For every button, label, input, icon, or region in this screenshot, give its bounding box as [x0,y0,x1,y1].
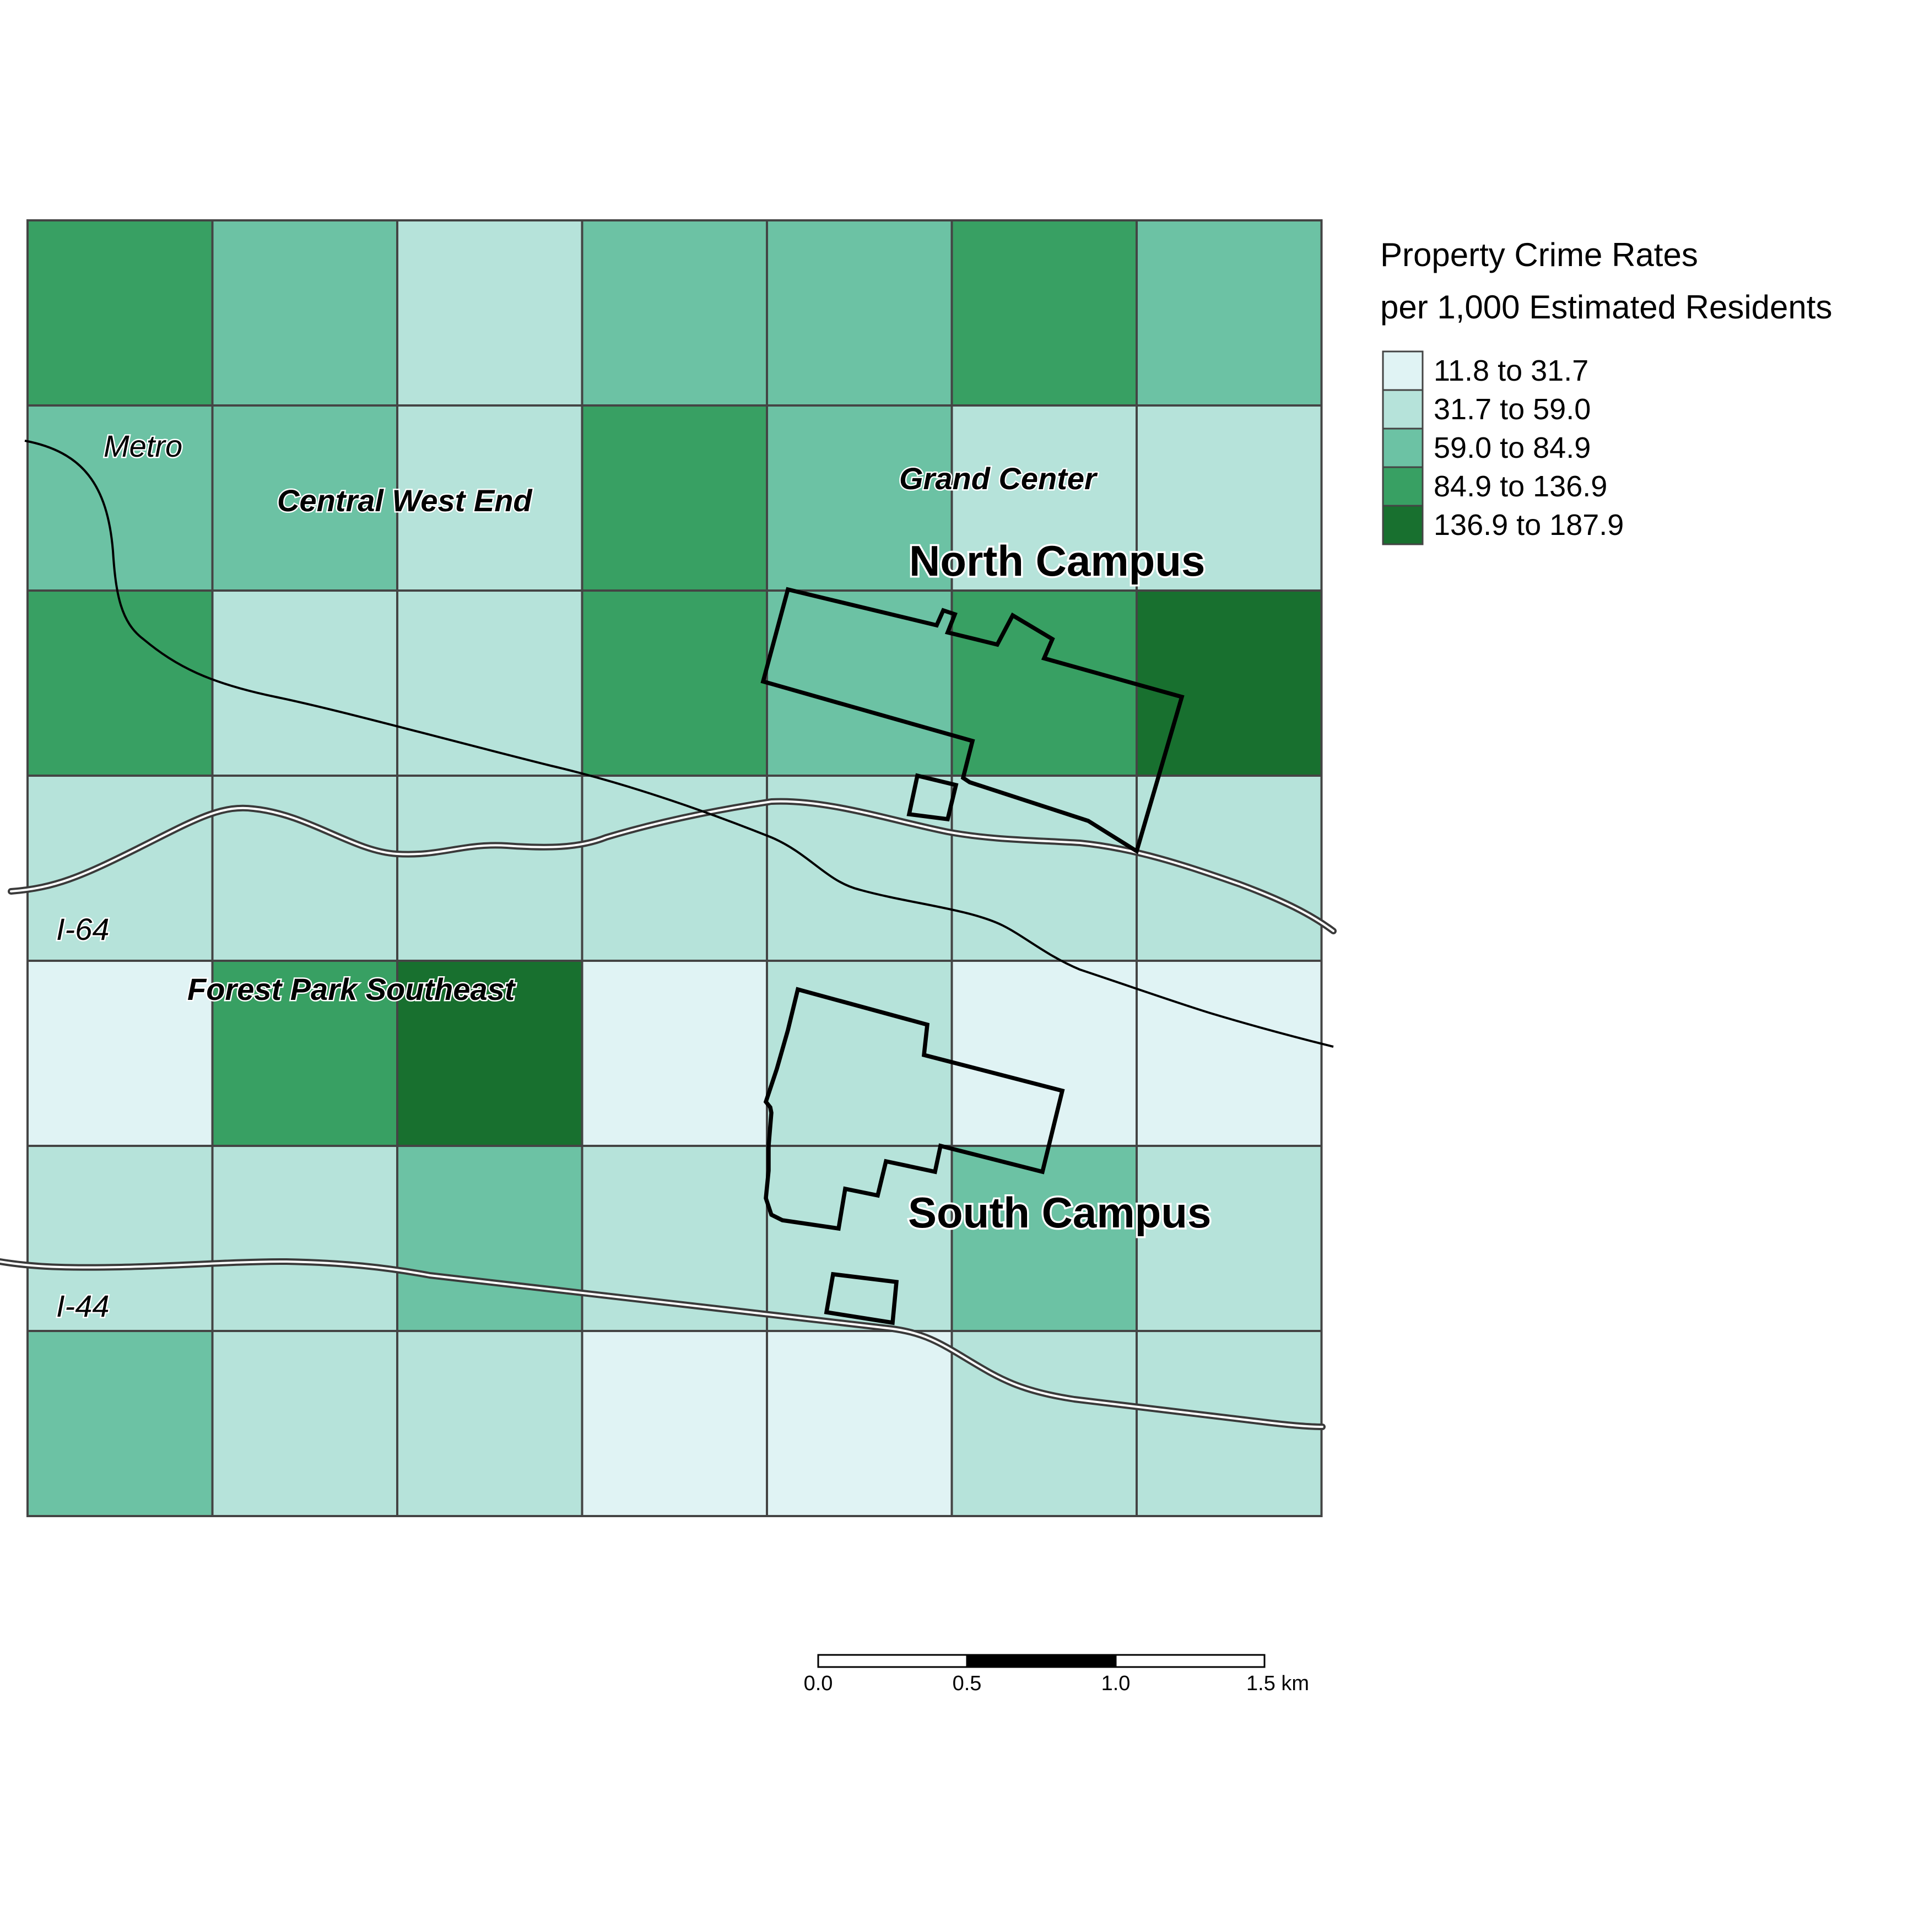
grid-cell-r5-c4 [581,960,768,1147]
scale-segment-3 [1115,1654,1266,1668]
legend-label-3: 59.0 to 84.9 [1434,431,1591,464]
grid-cell-r6-c7 [1136,1145,1323,1332]
grid-cell-r1-c6 [950,219,1138,407]
scale-bar: 0.0 0.5 1.0 1.5 km [804,1654,1309,1695]
legend-items: 11.8 to 31.7 31.7 to 59.0 59.0 to 84.9 84.9… [1382,350,1624,545]
grid-cell-r3-c6 [950,589,1138,777]
scale-segment-1 [817,1654,968,1668]
highway-i64 [8,798,1337,934]
scale-tick-0: 0.0 [804,1672,833,1695]
grid-cell-r4-c6 [950,775,1138,962]
scale-segment-2 [966,1654,1117,1668]
grid-cell-r6-c5 [766,1145,953,1332]
grid-cell-r7-c2 [211,1330,398,1517]
legend-swatch-4 [1382,466,1424,507]
grid-cell-r1-c7 [1136,219,1323,407]
grid-cell-r7-c6 [950,1330,1138,1517]
grid-cell-r5-c1 [26,960,214,1147]
legend-swatch-3 [1382,427,1424,468]
grid-cell-r6-c3 [396,1145,583,1332]
grid-cell-r7-c5 [766,1330,953,1517]
grid-cell-r5-c6 [950,960,1138,1147]
highway-i44 [0,1258,1326,1430]
scale-tick-1: 0.5 [953,1672,982,1695]
south-campus-label: South Campus [908,1188,1211,1237]
grid-cell-r4-c3 [396,775,583,962]
legend-label-2: 31.7 to 59.0 [1434,393,1591,426]
crime-rate-grid [26,219,1323,1517]
grid-cell-r3-c5 [766,589,953,777]
legend-label-5: 136.9 to 187.9 [1434,508,1624,542]
metro-line [24,440,1334,1048]
grid-cell-r7-c3 [396,1330,583,1517]
grid-cell-r7-c1 [26,1330,214,1517]
legend-swatch-5 [1382,505,1424,545]
forest-park-southeast-label: Forest Park Southeast [187,972,516,1006]
grid-cell-r1-c5 [766,219,953,407]
grid-cell-r6-c1 [26,1145,214,1332]
grid-cell-r3-c4 [581,589,768,777]
grid-cell-r5-c7 [1136,960,1323,1147]
grid-cell-r3-c2 [211,589,398,777]
scale-tick-3: 1.5 km [1246,1672,1309,1695]
north-campus-boundary [760,587,1185,854]
grid-cell-r1-c1 [26,219,214,407]
grid-cell-r3-c1 [26,589,214,777]
grid-cell-r6-c6 [950,1145,1138,1332]
grid-cell-r2-c7 [1136,404,1323,592]
grand-center-label: Grand Center [899,461,1098,496]
i64-label: I-64 [56,912,110,946]
grid-cell-r7-c4 [581,1330,768,1517]
grid-cell-r1-c2 [211,219,398,407]
central-west-end-label: Central West End [277,483,533,518]
legend-swatch-2 [1382,389,1424,430]
grid-cell-r4-c7 [1136,775,1323,962]
metro-label: Metro [104,429,182,463]
legend-title-line1: Property Crime Rates [1380,236,1698,273]
grid-cell-r4-c1 [26,775,214,962]
legend-label-1: 11.8 to 31.7 [1434,354,1588,387]
grid-cell-r5-c3 [396,960,583,1147]
scale-tick-2: 1.0 [1101,1672,1131,1695]
legend: Property Crime Rates per 1,000 Estimated… [1380,236,1832,545]
i44-label: I-44 [56,1289,110,1323]
grid-cell-r3-c3 [396,589,583,777]
south-campus-boundary [763,987,1065,1325]
grid-cell-r3-c7 [1136,589,1323,777]
grid-cell-r2-c6 [950,404,1138,592]
grid-cell-r2-c2 [211,404,398,592]
grid-cell-r6-c4 [581,1145,768,1332]
grid-cell-r4-c2 [211,775,398,962]
grid-cell-r2-c1 [26,404,214,592]
grid-cell-r2-c5 [766,404,953,592]
grid-cell-r4-c5 [766,775,953,962]
grid-cell-r2-c3 [396,404,583,592]
grid-cell-r1-c4 [581,219,768,407]
grid-cell-r2-c4 [581,404,768,592]
grid-cell-r1-c3 [396,219,583,407]
legend-swatch-1 [1382,350,1424,391]
legend-title-line2: per 1,000 Estimated Residents [1380,289,1832,326]
legend-label-4: 84.9 to 136.9 [1434,470,1607,503]
north-campus-label: North Campus [909,537,1205,585]
grid-cell-r6-c2 [211,1145,398,1332]
